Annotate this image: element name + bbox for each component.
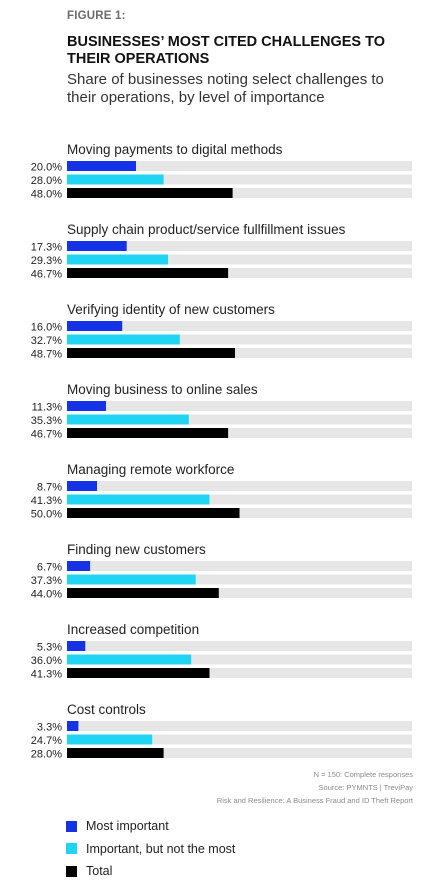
- category-label: Moving business to online sales: [67, 382, 258, 397]
- value-label: 3.3%: [37, 722, 62, 734]
- value-label: 41.3%: [31, 495, 62, 507]
- bar: [67, 561, 91, 571]
- bar: [67, 414, 189, 425]
- bar-track: [67, 668, 412, 678]
- bar-track: [67, 428, 412, 438]
- bar: [67, 268, 229, 278]
- value-label: 36.0%: [31, 655, 62, 667]
- bar: [67, 321, 123, 331]
- category-label: Moving payments to digital methods: [67, 142, 283, 157]
- category-label: Finding new customers: [67, 542, 206, 557]
- bar: [67, 161, 136, 171]
- value-label: 44.0%: [31, 589, 62, 601]
- legend-item-most-important: Most important: [66, 815, 235, 838]
- bar: [67, 654, 192, 665]
- value-label: 37.3%: [31, 575, 62, 587]
- bar-track: [67, 241, 412, 251]
- bar-track: [67, 641, 412, 651]
- bar: [67, 668, 210, 678]
- bar-track: [67, 268, 412, 278]
- bar-track: [67, 254, 412, 265]
- report-note: Risk and Resilience: A Business Fraud an…: [216, 796, 413, 805]
- bar-track: [67, 588, 412, 598]
- bar: [67, 588, 219, 598]
- legend-label: Most important: [86, 819, 169, 834]
- bar-track: [67, 561, 412, 571]
- figure-label: FIGURE 1:: [67, 10, 126, 22]
- value-label: 32.7%: [31, 335, 62, 347]
- value-label: 46.7%: [31, 269, 62, 281]
- bar: [67, 734, 153, 745]
- bar: [67, 241, 127, 251]
- bar: [67, 254, 169, 265]
- bar-track: [67, 734, 412, 745]
- bar-track: [67, 174, 412, 185]
- value-label: 16.0%: [31, 322, 62, 334]
- legend-swatch-most-important: [66, 820, 77, 832]
- bar: [67, 508, 240, 518]
- bar: [67, 641, 86, 651]
- bar-track: [67, 321, 412, 331]
- legend-swatch-total: [66, 865, 77, 877]
- value-label: 28.0%: [31, 175, 62, 187]
- value-label: 48.0%: [31, 189, 62, 201]
- bar: [67, 721, 79, 731]
- chart-title: BUSINESSES’ MOST CITED CHALLENGES TO THE…: [67, 34, 385, 67]
- category-label: Supply chain product/service fullfillmen…: [67, 222, 346, 237]
- chart-notes: N = 150: Complete responses Source: PYMN…: [217, 768, 413, 807]
- legend-item-important-not-most: Important, but not the most: [66, 838, 235, 861]
- category-label: Verifying identity of new customers: [67, 302, 275, 317]
- value-label: 29.3%: [31, 255, 62, 267]
- value-label: 50.0%: [31, 509, 62, 521]
- bar-track: [67, 188, 412, 198]
- category-label: Increased competition: [67, 622, 199, 637]
- legend-label: Important, but not the most: [86, 841, 236, 856]
- bar-track: [67, 721, 412, 731]
- bar: [67, 428, 229, 438]
- bar-chart: Moving payments to digital methods20.0%2…: [31, 142, 412, 761]
- bar: [67, 574, 196, 585]
- chart-subtitle: Share of businesses noting select challe…: [67, 71, 384, 106]
- bar-track: [67, 161, 412, 171]
- value-label: 41.3%: [31, 669, 62, 681]
- bar-track: [67, 481, 412, 491]
- bar-track: [67, 494, 412, 505]
- value-label: 35.3%: [31, 415, 62, 427]
- legend-label: Total: [86, 864, 113, 879]
- bar-track: [67, 414, 412, 425]
- bar-track: [67, 401, 412, 411]
- bar: [67, 188, 233, 198]
- value-label: 11.3%: [32, 402, 63, 414]
- value-label: 20.0%: [31, 162, 62, 174]
- bar: [67, 348, 236, 358]
- bar: [67, 174, 164, 185]
- bar-track: [67, 654, 412, 665]
- bar: [67, 334, 180, 345]
- sample-note: N = 150: Complete responses: [313, 770, 413, 779]
- value-label: 48.7%: [31, 349, 62, 361]
- value-label: 24.7%: [31, 735, 62, 747]
- bar-track: [67, 348, 412, 358]
- bar-track: [67, 334, 412, 345]
- value-label: 46.7%: [31, 429, 62, 441]
- value-label: 28.0%: [31, 749, 62, 761]
- value-label: 5.3%: [37, 642, 62, 654]
- value-label: 6.7%: [37, 562, 62, 574]
- source-note: Source: PYMNTS | TreviPay: [318, 783, 413, 792]
- legend-swatch-important-not-most: [66, 843, 77, 855]
- bar-track: [67, 748, 412, 758]
- value-label: 17.3%: [31, 242, 62, 254]
- bar: [67, 401, 106, 411]
- category-label: Cost controls: [67, 702, 146, 717]
- legend: Most important Important, but not the mo…: [66, 815, 235, 883]
- bar: [67, 748, 164, 758]
- legend-item-total: Total: [66, 860, 235, 883]
- category-label: Managing remote workforce: [67, 462, 234, 477]
- bar-track: [67, 574, 412, 585]
- bar: [67, 494, 210, 505]
- value-label: 8.7%: [37, 482, 62, 494]
- bar: [67, 481, 98, 491]
